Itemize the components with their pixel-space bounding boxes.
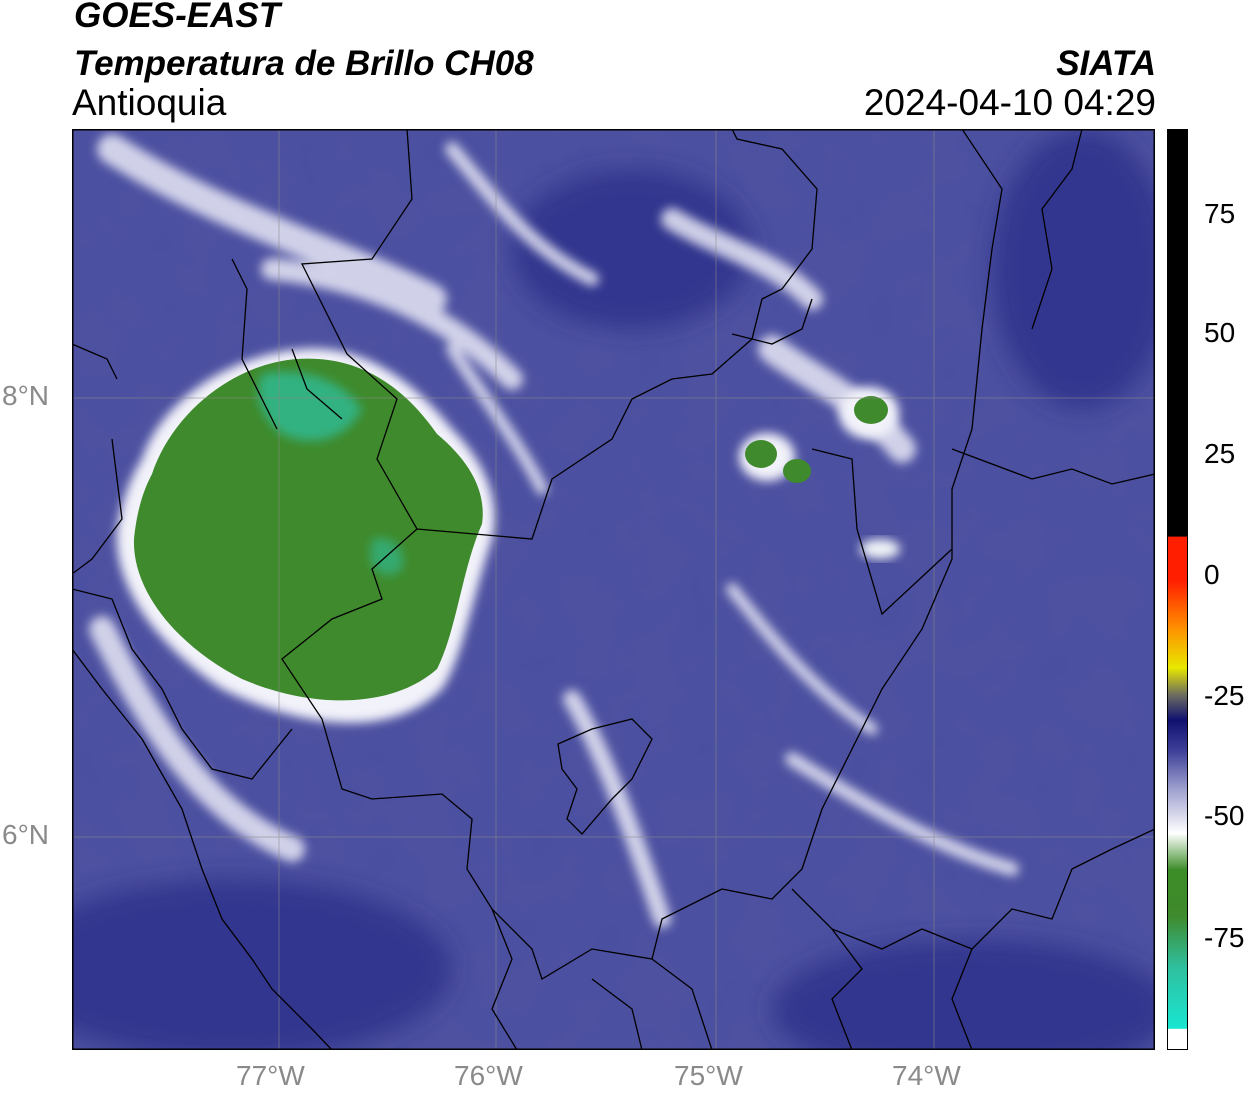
convective-cell [133, 358, 483, 701]
colorbar-tick-25: 25 [1204, 438, 1236, 469]
colorbar [1167, 129, 1188, 1050]
graticule [72, 129, 1155, 1050]
boundaries [72, 129, 1155, 1050]
colorbar-tick-neg50: -50 [1204, 800, 1245, 831]
colorbar-tick-50: 50 [1204, 317, 1236, 348]
region-label: Antioquia [72, 82, 227, 123]
cell-core [258, 372, 362, 441]
small-cells [739, 387, 900, 559]
brightness-temperature-map [72, 129, 1155, 1050]
agency-label: SIATA [1056, 44, 1156, 83]
lon-label-74w: 74°W [892, 1060, 961, 1091]
colorbar-gradient [1167, 129, 1188, 1050]
satellite-title: GOES-EAST [74, 0, 281, 35]
lon-label-76w: 76°W [454, 1060, 523, 1091]
lon-label-75w: 75°W [674, 1060, 743, 1091]
colorbar-tick-neg75: -75 [1204, 922, 1245, 953]
colorbar-tick-75: 75 [1204, 198, 1236, 229]
lon-label-77w: 77°W [236, 1060, 305, 1091]
colorbar-tick-neg25: -25 [1204, 680, 1245, 711]
map-frame [72, 129, 1155, 1050]
lat-label-8n: 8°N [2, 380, 49, 411]
dark-regions [72, 129, 1155, 1050]
datetime-label: 2024-04-10 04:29 [863, 82, 1156, 123]
lat-label-6n: 6°N [2, 819, 49, 850]
product-title: Temperatura de Brillo CH08 [74, 44, 534, 83]
colorbar-tick-0: 0 [1204, 559, 1220, 590]
